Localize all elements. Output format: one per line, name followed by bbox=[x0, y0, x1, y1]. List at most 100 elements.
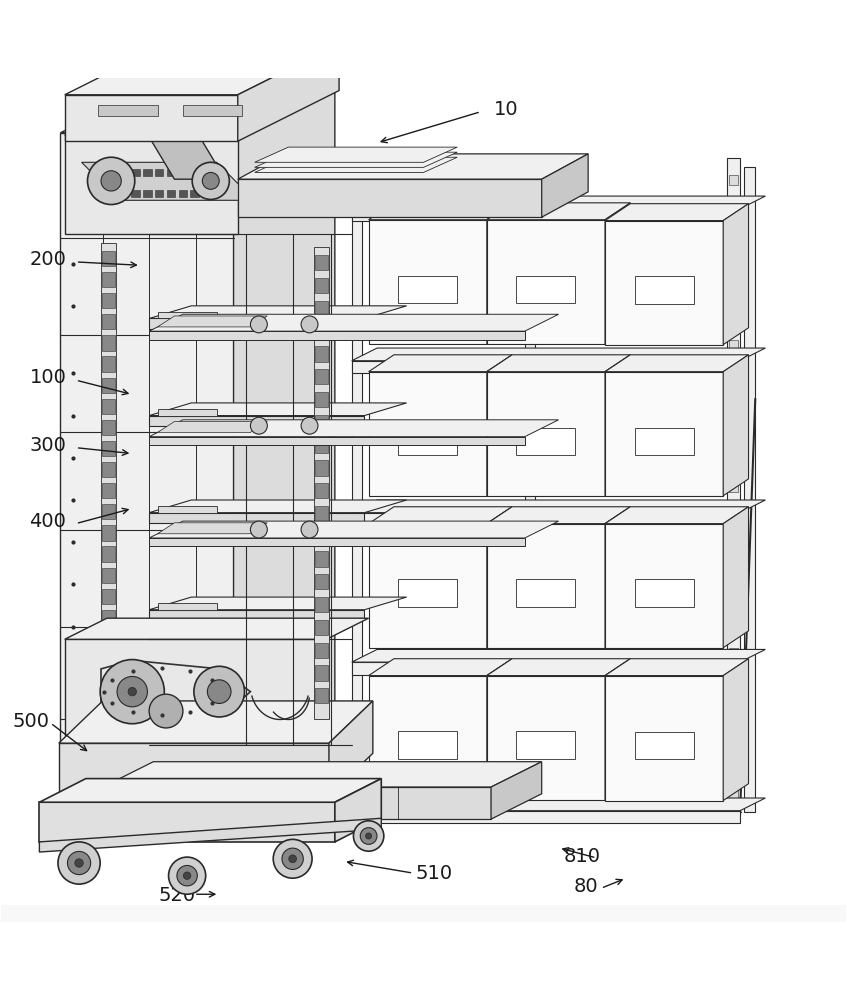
Polygon shape bbox=[60, 82, 335, 133]
Polygon shape bbox=[238, 179, 542, 217]
Polygon shape bbox=[729, 459, 739, 469]
Polygon shape bbox=[64, 135, 238, 234]
Text: 400: 400 bbox=[30, 512, 66, 531]
Polygon shape bbox=[102, 314, 115, 329]
Polygon shape bbox=[313, 247, 329, 719]
Polygon shape bbox=[491, 762, 542, 819]
Polygon shape bbox=[352, 513, 740, 525]
Polygon shape bbox=[119, 169, 128, 176]
Polygon shape bbox=[368, 372, 487, 496]
Polygon shape bbox=[60, 133, 234, 795]
Polygon shape bbox=[398, 731, 457, 759]
Polygon shape bbox=[64, 44, 339, 95]
Polygon shape bbox=[314, 620, 328, 635]
Polygon shape bbox=[314, 392, 328, 407]
Polygon shape bbox=[238, 44, 339, 141]
Polygon shape bbox=[729, 766, 739, 776]
Polygon shape bbox=[149, 420, 558, 437]
Polygon shape bbox=[729, 624, 739, 634]
Polygon shape bbox=[335, 779, 381, 842]
Text: 510: 510 bbox=[416, 864, 453, 883]
Polygon shape bbox=[314, 255, 328, 270]
Polygon shape bbox=[149, 500, 407, 513]
Polygon shape bbox=[745, 167, 756, 812]
Polygon shape bbox=[143, 190, 152, 197]
Text: 100: 100 bbox=[30, 368, 66, 387]
Polygon shape bbox=[729, 506, 739, 516]
Polygon shape bbox=[39, 802, 335, 842]
Polygon shape bbox=[167, 190, 175, 197]
Polygon shape bbox=[729, 648, 739, 658]
Polygon shape bbox=[729, 482, 739, 492]
Polygon shape bbox=[155, 190, 163, 197]
Polygon shape bbox=[149, 306, 407, 318]
Polygon shape bbox=[352, 649, 766, 662]
Text: 810: 810 bbox=[564, 847, 601, 866]
Polygon shape bbox=[487, 659, 512, 800]
Text: 10: 10 bbox=[494, 100, 518, 119]
Polygon shape bbox=[143, 169, 152, 176]
Polygon shape bbox=[102, 378, 115, 393]
Polygon shape bbox=[605, 507, 749, 524]
Polygon shape bbox=[149, 437, 525, 445]
Polygon shape bbox=[314, 506, 328, 521]
Polygon shape bbox=[314, 665, 328, 681]
Polygon shape bbox=[368, 676, 487, 800]
Polygon shape bbox=[605, 659, 749, 676]
Polygon shape bbox=[119, 190, 128, 197]
Polygon shape bbox=[729, 293, 739, 303]
Polygon shape bbox=[183, 105, 242, 116]
Polygon shape bbox=[131, 190, 140, 197]
Polygon shape bbox=[398, 428, 457, 455]
Circle shape bbox=[251, 521, 268, 538]
Polygon shape bbox=[149, 137, 225, 179]
Polygon shape bbox=[158, 421, 268, 432]
Polygon shape bbox=[102, 356, 115, 372]
Circle shape bbox=[58, 842, 100, 884]
Polygon shape bbox=[487, 507, 512, 648]
Polygon shape bbox=[39, 779, 381, 802]
Polygon shape bbox=[102, 293, 115, 308]
Polygon shape bbox=[729, 671, 739, 682]
Polygon shape bbox=[487, 203, 630, 220]
Polygon shape bbox=[729, 388, 739, 398]
Polygon shape bbox=[101, 243, 116, 715]
Polygon shape bbox=[202, 190, 211, 197]
Polygon shape bbox=[314, 643, 328, 658]
Text: 500: 500 bbox=[13, 712, 49, 731]
Polygon shape bbox=[314, 301, 328, 316]
Polygon shape bbox=[314, 483, 328, 498]
Polygon shape bbox=[234, 82, 335, 795]
Polygon shape bbox=[102, 762, 542, 787]
Polygon shape bbox=[81, 162, 255, 200]
Polygon shape bbox=[202, 169, 211, 176]
Polygon shape bbox=[729, 317, 739, 327]
Polygon shape bbox=[487, 524, 605, 648]
Polygon shape bbox=[542, 154, 588, 217]
Circle shape bbox=[194, 666, 245, 717]
Polygon shape bbox=[605, 355, 630, 496]
Polygon shape bbox=[314, 415, 328, 430]
Circle shape bbox=[274, 839, 312, 878]
Polygon shape bbox=[149, 538, 525, 546]
Polygon shape bbox=[729, 435, 739, 445]
Polygon shape bbox=[64, 639, 326, 745]
Polygon shape bbox=[102, 483, 115, 498]
Polygon shape bbox=[487, 355, 630, 372]
Circle shape bbox=[251, 417, 268, 434]
Polygon shape bbox=[487, 372, 605, 496]
Polygon shape bbox=[352, 662, 740, 675]
Polygon shape bbox=[158, 316, 268, 327]
Text: 300: 300 bbox=[30, 436, 66, 455]
Polygon shape bbox=[167, 169, 175, 176]
Polygon shape bbox=[131, 169, 140, 176]
Polygon shape bbox=[39, 818, 381, 852]
Polygon shape bbox=[314, 346, 328, 362]
Polygon shape bbox=[149, 318, 364, 329]
Circle shape bbox=[169, 857, 206, 894]
Text: 520: 520 bbox=[158, 886, 196, 905]
Polygon shape bbox=[487, 220, 605, 344]
Polygon shape bbox=[729, 600, 739, 611]
Polygon shape bbox=[605, 676, 723, 801]
Circle shape bbox=[353, 821, 384, 851]
